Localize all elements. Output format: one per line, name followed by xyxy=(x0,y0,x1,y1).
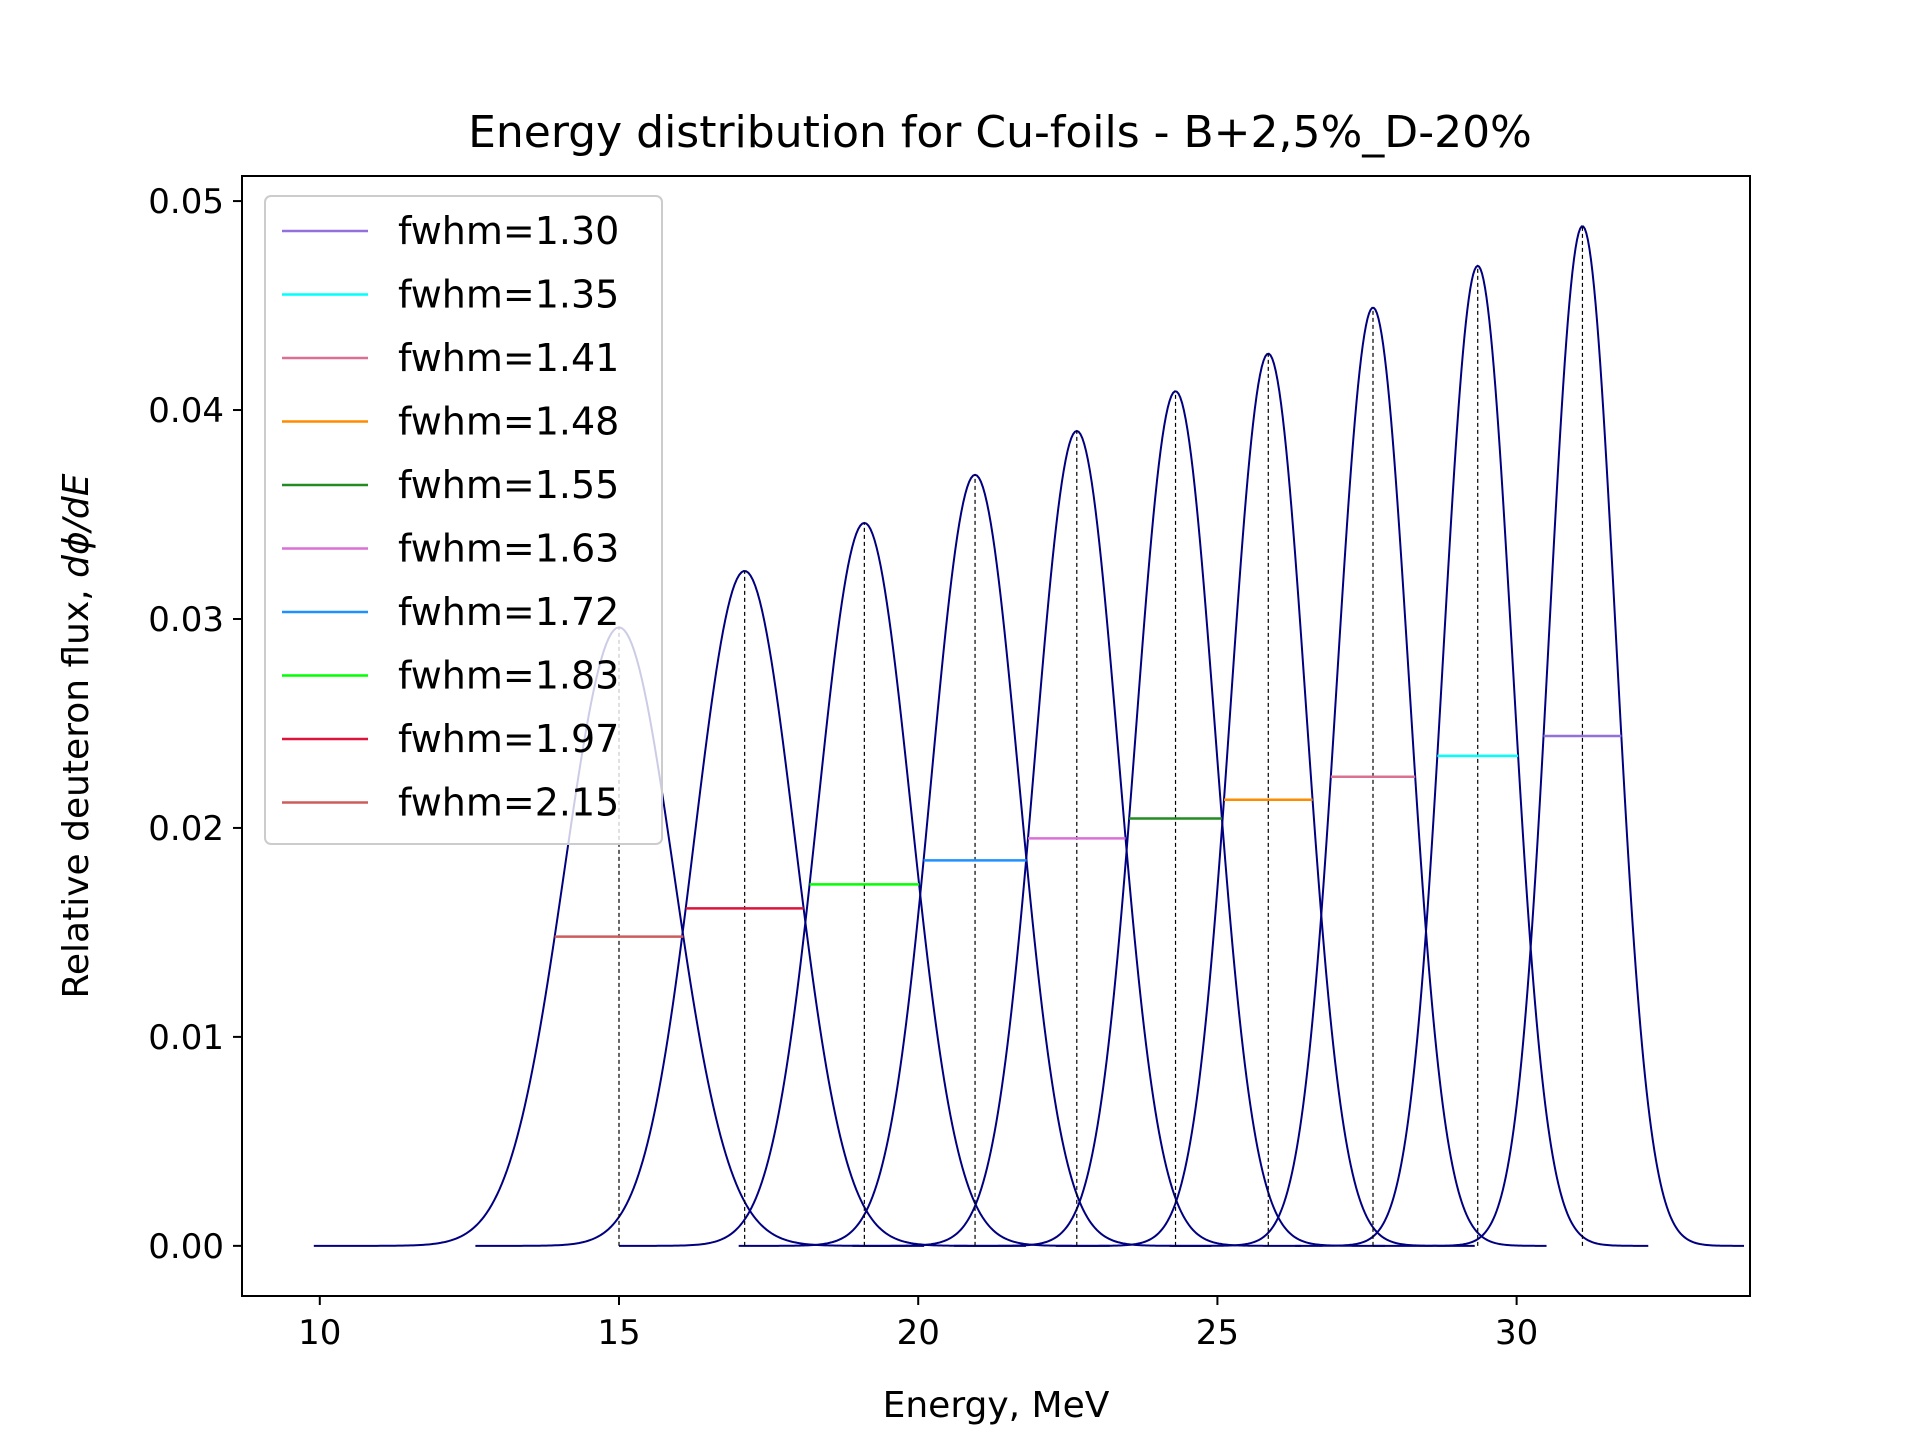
y-axis-label: Relative deuteron flux, dϕ/dE xyxy=(56,473,97,998)
legend-label: fwhm=2.15 xyxy=(398,781,619,825)
y-axis-label-text: Relative deuteron flux, xyxy=(56,578,97,999)
legend-label: fwhm=1.30 xyxy=(398,209,619,253)
legend-label: fwhm=1.72 xyxy=(398,590,619,634)
x-tick-label: 10 xyxy=(298,1313,341,1353)
plot-area xyxy=(313,225,1745,1247)
flux-curve-6 xyxy=(1055,352,1475,1247)
fwhm-lines xyxy=(554,734,1622,938)
legend-label: fwhm=1.55 xyxy=(398,463,619,507)
chart-title: Energy distribution for Cu-foils - B+2,5… xyxy=(468,107,1532,158)
legend-label: fwhm=1.63 xyxy=(398,527,619,571)
y-axis: 0.00 0.01 0.02 0.03 0.04 0.05 xyxy=(148,182,242,1267)
legend-label: fwhm=1.97 xyxy=(398,717,619,761)
y-tick-label: 0.04 xyxy=(148,391,224,431)
y-tick-label: 0.01 xyxy=(148,1018,224,1058)
x-tick-label: 15 xyxy=(597,1313,640,1353)
y-tick-label: 0.02 xyxy=(148,809,224,849)
x-tick-label: 30 xyxy=(1495,1313,1538,1353)
x-tick-label: 20 xyxy=(897,1313,940,1353)
flux-curve-9 xyxy=(1373,225,1745,1247)
x-tick-label: 25 xyxy=(1196,1313,1239,1353)
legend-label: fwhm=1.83 xyxy=(398,654,619,698)
legend-label: fwhm=1.35 xyxy=(398,273,619,317)
x-axis-label: Energy, MeV xyxy=(883,1385,1110,1426)
legend-label: fwhm=1.48 xyxy=(398,400,619,444)
y-axis-label-math: dϕ/dE xyxy=(56,473,97,578)
x-axis: 10 15 20 25 30 xyxy=(298,1296,1538,1353)
legend-items: fwhm=1.30 fwhm=1.35 fwhm=1.41 fwhm=1.48 fwhm… xyxy=(282,209,619,825)
flux-curve-8 xyxy=(1295,264,1649,1247)
flux-curve-1 xyxy=(475,570,1026,1247)
flux-curve-7 xyxy=(1169,306,1547,1247)
y-tick-label: 0.00 xyxy=(148,1227,224,1267)
flux-curve-5 xyxy=(954,390,1385,1247)
legend-label: fwhm=1.41 xyxy=(398,336,619,380)
plot-frame xyxy=(241,175,1751,1297)
y-tick-label: 0.05 xyxy=(148,182,224,222)
y-tick-label: 0.03 xyxy=(148,600,224,640)
legend: fwhm=1.30 fwhm=1.35 fwhm=1.41 fwhm=1.48 fwhm… xyxy=(264,195,663,845)
